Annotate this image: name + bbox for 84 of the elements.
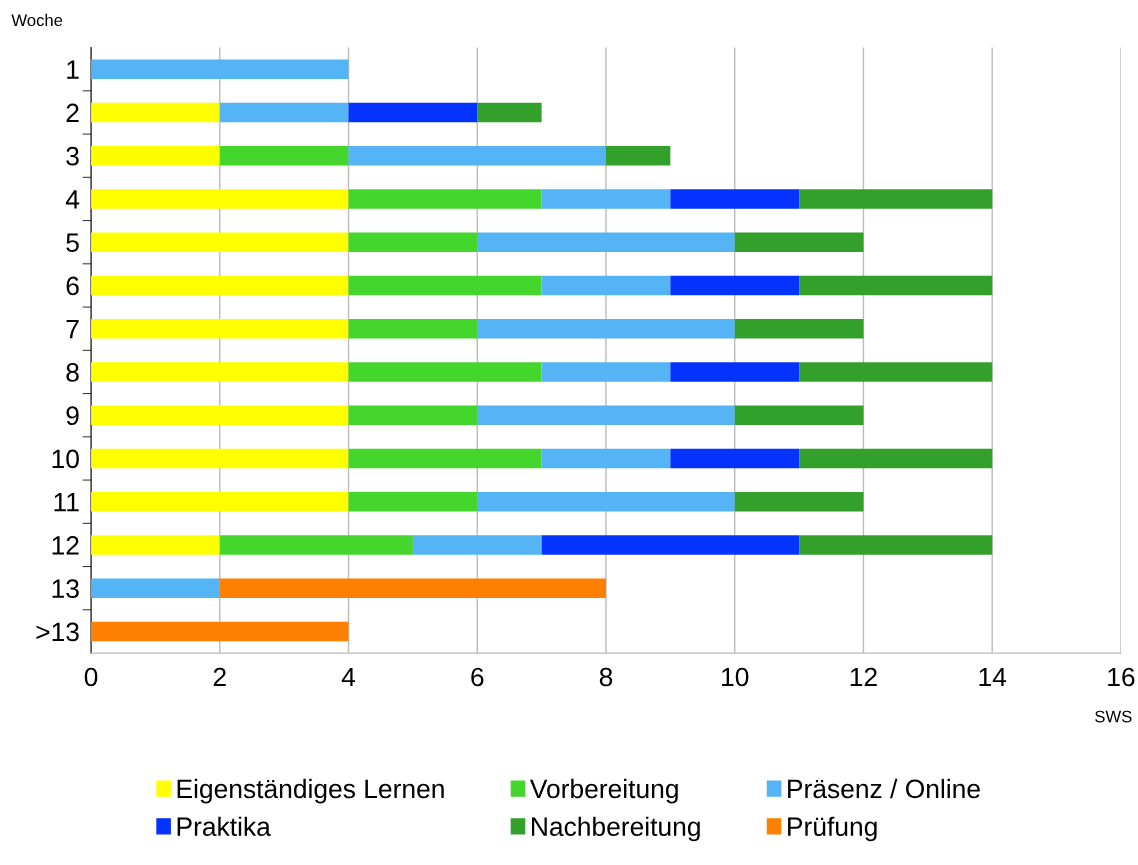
bar	[91, 318, 349, 339]
bar	[799, 189, 993, 209]
bar	[91, 448, 349, 469]
bar	[670, 275, 800, 296]
legend-label: Nachbereitung	[532, 816, 700, 842]
bar	[541, 362, 671, 382]
x-tick-label: 6	[471, 667, 484, 687]
x-tick-label: 14	[979, 667, 1007, 687]
bar	[670, 448, 800, 469]
y-tick-label: 11	[54, 493, 79, 512]
bar	[348, 491, 478, 512]
bar	[91, 59, 349, 79]
bar	[734, 405, 864, 425]
x-tick-label: 10	[722, 667, 749, 687]
bar	[734, 491, 864, 512]
bar	[799, 362, 993, 382]
bar	[670, 189, 800, 209]
bar	[91, 275, 349, 296]
bar	[219, 578, 606, 598]
x-tick-label: 4	[341, 667, 356, 687]
bar	[348, 362, 542, 382]
bar	[91, 621, 349, 642]
bar	[734, 232, 864, 252]
y-tick-label: 4	[65, 190, 80, 209]
legend-label: Eigenständiges Lernen	[177, 778, 444, 804]
bar	[412, 535, 542, 555]
bar	[91, 145, 220, 166]
y-tick-label: 1	[67, 60, 79, 79]
bar	[219, 102, 349, 123]
bar	[348, 405, 478, 425]
bar	[477, 232, 735, 252]
bar	[219, 145, 349, 166]
bar	[219, 535, 413, 555]
y-tick-label: 5	[66, 233, 79, 253]
bar	[91, 405, 349, 425]
x-tick-label: 8	[599, 667, 613, 687]
bar	[91, 189, 349, 209]
bar	[541, 448, 671, 469]
y-tick-label: 9	[66, 406, 79, 426]
bar	[91, 578, 220, 598]
bar	[541, 535, 800, 555]
bar	[348, 318, 478, 339]
x-tick-label: 0	[84, 667, 98, 687]
bar	[799, 535, 993, 555]
y-tick-label: 6	[66, 276, 79, 296]
x-tick-label: 2	[213, 667, 226, 687]
bar	[477, 405, 735, 425]
y-axis-title: Woche	[11, 13, 63, 27]
bar	[541, 275, 671, 296]
bar	[605, 145, 671, 166]
bar	[91, 362, 349, 382]
bar	[348, 232, 478, 252]
bar	[91, 535, 220, 555]
y-tick-label: 3	[66, 146, 79, 166]
y-tick-label: 12	[52, 536, 79, 555]
bar	[477, 102, 542, 123]
legend-label: Prüfung	[788, 816, 877, 842]
x-axis-title: SWS	[1095, 710, 1132, 723]
y-tick-label: 10	[52, 449, 79, 469]
bar	[670, 362, 800, 382]
bar	[799, 448, 993, 469]
x-tick-label: 16	[1108, 667, 1135, 687]
y-tick-label: 8	[66, 363, 79, 382]
bar	[477, 318, 735, 339]
legend-label: Präsenz / Online	[788, 778, 980, 799]
bar	[91, 102, 220, 123]
y-tick-label: 2	[66, 103, 79, 123]
bar	[91, 232, 349, 252]
bar	[348, 275, 542, 296]
bar	[477, 491, 735, 512]
bar	[348, 145, 606, 166]
y-tick-label: 7	[66, 320, 79, 339]
bar	[348, 448, 542, 469]
y-tick-label: 13	[52, 579, 79, 599]
bar	[348, 102, 478, 123]
x-tick-label: 12	[850, 667, 877, 687]
bar	[734, 318, 864, 339]
bar	[541, 189, 671, 209]
bar	[799, 275, 993, 296]
y-tick-label: >13	[36, 622, 79, 642]
legend-label: Praktika	[177, 816, 271, 837]
bar	[348, 189, 542, 209]
bar	[91, 491, 349, 512]
legend-label: Vorbereitung	[529, 778, 678, 804]
